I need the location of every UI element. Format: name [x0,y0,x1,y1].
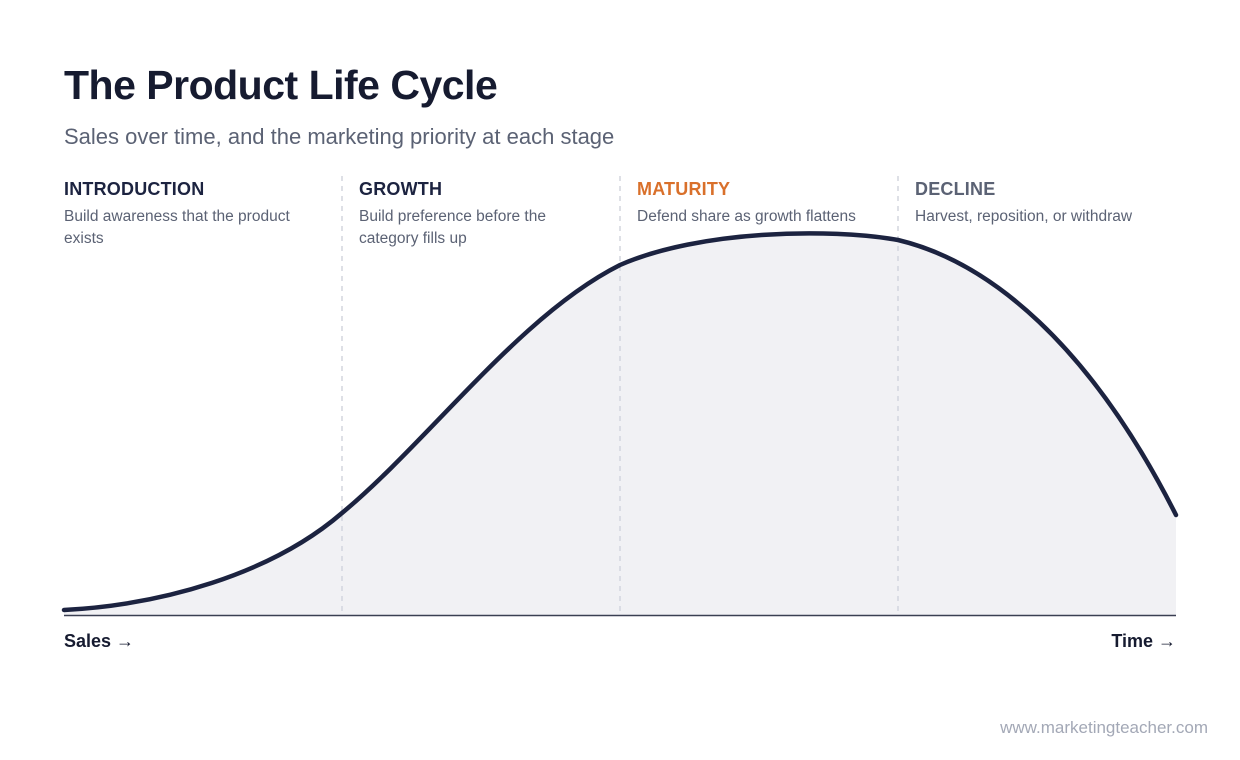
page-title: The Product Life Cycle [64,62,498,108]
stage-growth-name: GROWTH [359,179,443,199]
page-subtitle: Sales over time, and the marketing prior… [64,124,615,149]
source-url: www.marketingteacher.com [1000,718,1208,737]
stage-growth: GROWTH Build preference before the categ… [359,178,609,250]
stage-maturity-name: MATURITY [637,179,731,199]
stage-decline-name: DECLINE [915,179,996,199]
stage-maturity-description: Defend share as growth flattens [637,208,856,225]
stage-introduction-name: INTRODUCTION [64,179,205,199]
stage-introduction: INTRODUCTION Build awareness that the pr… [64,178,326,250]
stage-growth-description: Build preference before the category fil… [359,208,546,247]
time-axis-label: Time → [1111,631,1176,651]
sales-axis-label: Sales → [64,631,135,651]
sales-curve [61,231,1179,613]
stage-introduction-description: Build awareness that the product exists [64,208,290,247]
stage-maturity: MATURITY Defend share as growth flattens [637,178,887,228]
stage-decline: DECLINE Harvest, reposition, or withdraw [915,178,1175,228]
stage-decline-description: Harvest, reposition, or withdraw [915,208,1133,225]
